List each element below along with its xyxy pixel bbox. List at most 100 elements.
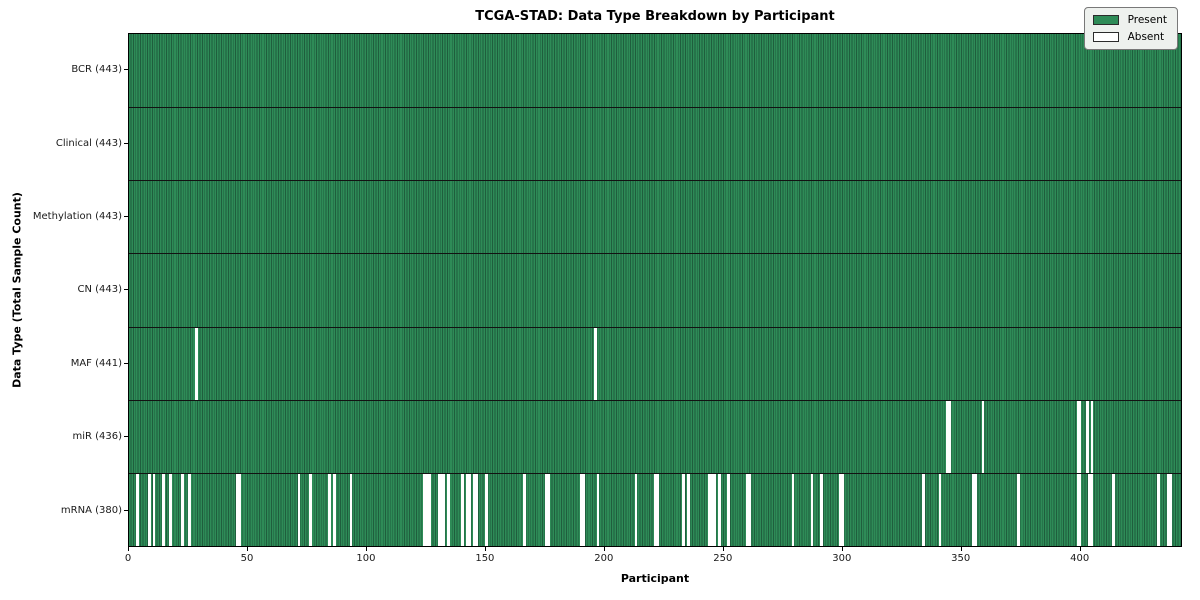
absent-line xyxy=(1169,473,1172,546)
x-tick-label: 0 xyxy=(124,553,132,564)
absent-swatch xyxy=(1092,32,1119,42)
absent-line xyxy=(713,473,716,546)
absent-line xyxy=(1017,473,1020,546)
x-tick-label: 100 xyxy=(356,553,376,564)
absent-line xyxy=(309,473,313,546)
absent-line xyxy=(922,473,925,546)
absent-line xyxy=(948,400,951,473)
tick-mark xyxy=(124,362,128,364)
absent-line xyxy=(1088,473,1091,546)
tick-mark xyxy=(246,547,248,551)
x-tick-label: 350 xyxy=(951,553,971,564)
x-axis-label: Participant xyxy=(620,572,690,585)
absent-line xyxy=(1076,400,1080,473)
absent-line xyxy=(147,473,151,546)
absent-line xyxy=(810,473,814,546)
absent-line xyxy=(682,473,685,546)
absent-line xyxy=(169,473,172,546)
absent-line xyxy=(425,473,429,546)
absent-line xyxy=(440,473,443,546)
absent-line xyxy=(238,473,241,546)
tick-mark xyxy=(484,547,486,551)
absent-line xyxy=(523,473,526,546)
heatmap-plot-area xyxy=(128,33,1182,547)
tick-mark xyxy=(124,69,128,71)
absent-line xyxy=(297,473,301,546)
absent-line xyxy=(473,473,476,546)
y-tick-label: Methylation (443) xyxy=(32,211,122,223)
tick-mark xyxy=(124,216,128,218)
absent-line xyxy=(1076,473,1080,546)
x-tick-label: 300 xyxy=(832,553,852,564)
heatmap-row-mir xyxy=(129,399,1181,473)
y-tick-mrna: mRNA (380) xyxy=(0,474,128,547)
absent-line xyxy=(1086,400,1089,473)
absent-line xyxy=(1157,473,1160,546)
absent-line xyxy=(466,473,469,546)
absent-line xyxy=(653,473,657,546)
absent-line xyxy=(1090,473,1094,546)
absent-line xyxy=(1078,473,1082,546)
heatmap-row-methylation xyxy=(129,180,1181,254)
absent-line xyxy=(820,473,823,546)
absent-line xyxy=(594,327,598,400)
tick-mark xyxy=(124,509,128,511)
absent-line xyxy=(447,473,450,546)
absent-line xyxy=(981,400,985,473)
y-tick-label: mRNA (380) xyxy=(60,504,122,516)
x-tick-label: 400 xyxy=(1070,553,1090,564)
absent-line xyxy=(938,473,942,546)
absent-line xyxy=(791,473,795,546)
tick-mark xyxy=(960,547,962,551)
absent-line xyxy=(972,473,975,546)
y-tick-label: MAF (441) xyxy=(70,357,122,369)
y-tick-cn: CN (443) xyxy=(0,253,128,326)
tick-mark xyxy=(124,436,128,438)
absent-line xyxy=(181,473,184,546)
absent-line xyxy=(687,473,690,546)
x-tick-label: 200 xyxy=(594,553,614,564)
absent-line xyxy=(546,473,550,546)
present-swatch xyxy=(1092,15,1119,25)
tick-mark xyxy=(124,142,128,144)
absent-line xyxy=(195,327,199,400)
tick-mark xyxy=(841,547,843,551)
absent-line xyxy=(580,473,583,546)
y-tick-label: CN (443) xyxy=(77,284,122,296)
heatmap-row-bcr xyxy=(129,34,1181,108)
legend-label: Absent xyxy=(1127,31,1165,43)
absent-line xyxy=(333,473,336,546)
absent-line xyxy=(841,473,844,546)
absent-line xyxy=(945,400,949,473)
x-tick-labels: 0 50 100 150 200 250 300 350 400 xyxy=(124,547,1182,577)
chart-title: TCGA-STAD: Data Type Breakdown by Partic… xyxy=(475,9,835,24)
heatmap-row-cn xyxy=(129,253,1181,327)
absent-line xyxy=(235,473,239,546)
y-tick-clinical: Clinical (443) xyxy=(0,106,128,179)
tick-mark xyxy=(124,289,128,291)
absent-line xyxy=(188,473,191,546)
y-tick-methylation: Methylation (443) xyxy=(0,180,128,253)
absent-line xyxy=(423,473,427,546)
absent-line xyxy=(328,473,332,546)
absent-line xyxy=(475,473,479,546)
tick-mark xyxy=(128,547,129,551)
absent-line xyxy=(162,473,165,546)
x-tick-label: 150 xyxy=(475,553,495,564)
heatmap-row-clinical xyxy=(129,107,1181,181)
absent-line xyxy=(442,473,446,546)
absent-line xyxy=(974,473,977,546)
absent-line xyxy=(428,473,431,546)
absent-line xyxy=(708,473,712,546)
absent-line xyxy=(710,473,714,546)
absent-line xyxy=(582,473,586,546)
heatmap-row-mrna xyxy=(129,472,1181,546)
absent-line xyxy=(485,473,488,546)
absent-line xyxy=(461,473,465,546)
absent-line xyxy=(746,473,750,546)
legend-entry-absent: Absent xyxy=(1092,31,1167,43)
absent-line xyxy=(152,473,156,546)
y-tick-label: Clinical (443) xyxy=(55,137,122,149)
y-tick-label: BCR (443) xyxy=(71,64,122,76)
y-tick-label: miR (436) xyxy=(72,431,122,443)
